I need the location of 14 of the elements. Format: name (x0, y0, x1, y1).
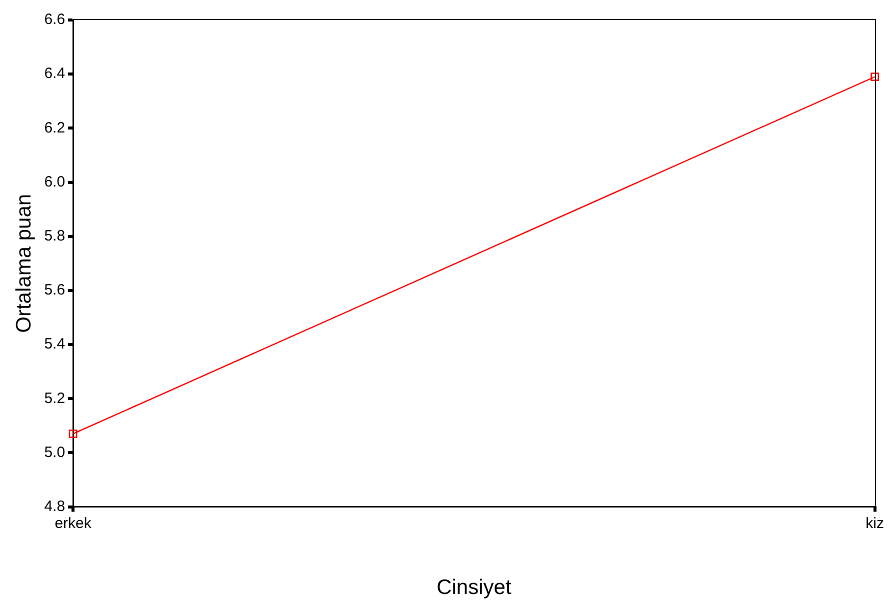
y-tick-label: 5.0 (44, 444, 66, 461)
y-tick-label: 4.8 (44, 498, 66, 515)
y-tick-label: 6.4 (44, 65, 66, 82)
y-tick-label: 6.6 (44, 11, 66, 28)
x-axis-title: Cinsiyet (436, 576, 512, 600)
y-tick-label: 5.2 (44, 390, 66, 407)
y-tick-label: 5.4 (44, 336, 66, 353)
y-axis-title: Ortalama puan (12, 194, 36, 333)
y-tick-label: 5.6 (44, 282, 66, 299)
x-tick-label: erkek (54, 514, 92, 532)
x-tick-label: kiz (866, 514, 884, 532)
y-tick-label: 6.2 (44, 119, 66, 136)
y-tick-label: 6.0 (44, 173, 66, 190)
y-tick-label: 5.8 (44, 227, 66, 244)
